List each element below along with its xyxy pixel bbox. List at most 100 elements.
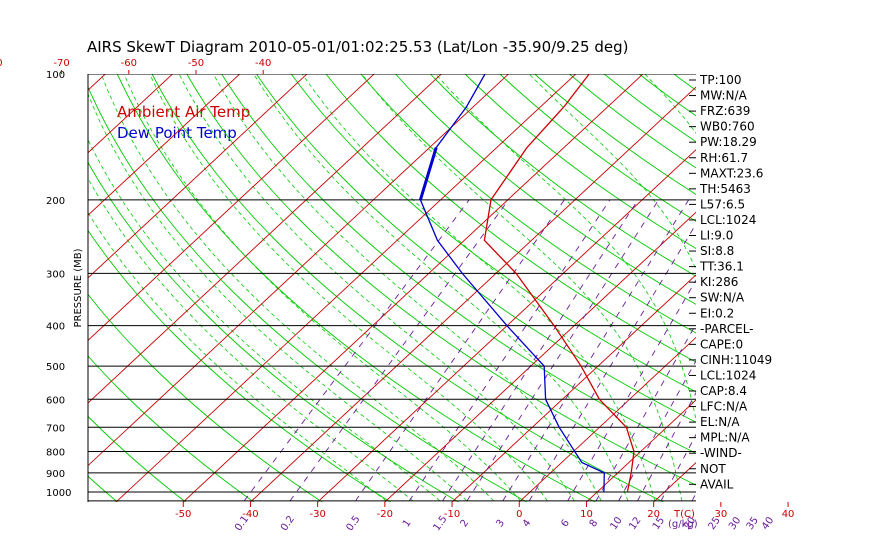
pressure-tick-label: 600 xyxy=(46,395,65,406)
mixing-ratio-tick-label: 2 xyxy=(459,518,472,530)
bottom-temp-tick-label: 40 xyxy=(782,509,795,520)
moist-adiabat xyxy=(178,74,575,502)
dew-point-thick-segment xyxy=(418,147,438,201)
isotherm xyxy=(88,74,375,342)
moist-adiabat xyxy=(88,177,414,502)
dry-adiabat xyxy=(255,74,696,423)
bottom-temp-tick-label: -20 xyxy=(377,509,393,520)
index-label: LI:9.0 xyxy=(700,229,733,243)
index-label: LCL:1024 xyxy=(700,213,756,227)
pressure-tick-label: 800 xyxy=(46,447,65,458)
index-label: CINH:11049 xyxy=(700,353,772,367)
dry-adiabat xyxy=(151,74,664,502)
moist-adiabat xyxy=(100,74,494,502)
index-label: PW:18.29 xyxy=(700,135,757,149)
isotherm xyxy=(585,399,696,502)
top-temp-tick-label: -80 xyxy=(0,58,3,69)
moist-adiabat xyxy=(301,74,656,502)
top-temp-tick-label: -60 xyxy=(121,58,137,69)
index-label: SI:8.8 xyxy=(700,244,734,258)
mixing-ratio-line xyxy=(289,199,509,502)
bottom-temp-tick-label: -50 xyxy=(175,509,191,520)
mixing-ratio-tick-label: 12 xyxy=(627,515,643,532)
index-label: TH:5463 xyxy=(699,182,751,196)
bottom-temp-tick-label: 10 xyxy=(580,509,593,520)
mixing-ratio-tick-label: 0.2 xyxy=(279,514,297,533)
top-temp-tick-label: -40 xyxy=(255,58,271,69)
mixing-ratio-tick-label: 30 xyxy=(727,515,743,532)
dry-adiabat xyxy=(290,74,696,393)
mixing-ratio-tick-label: 35 xyxy=(745,515,761,532)
pressure-tick-label: 200 xyxy=(46,196,65,207)
index-label: LFC:N/A xyxy=(700,400,748,414)
mixing-ratio-tick-label: 4 xyxy=(521,518,534,530)
moist-adiabat xyxy=(149,74,548,502)
isotherm xyxy=(0,70,42,506)
index-label: KI:286 xyxy=(700,275,738,289)
moist-adiabat xyxy=(253,74,629,502)
dry-adiabat xyxy=(360,74,696,334)
isotherm xyxy=(182,74,644,502)
index-label: -PARCEL- xyxy=(700,322,754,336)
dry-adiabat xyxy=(221,74,696,454)
mixing-ratio-line xyxy=(502,199,690,502)
isotherm xyxy=(451,274,696,502)
mixing-ratio-line xyxy=(755,200,870,501)
index-label: TT:36.1 xyxy=(699,260,744,274)
isotherm xyxy=(88,74,308,279)
index-label: -WIND- xyxy=(700,446,742,460)
dry-adiabat xyxy=(186,74,696,486)
dry-adiabat xyxy=(88,161,459,502)
mixing-ratio-tick-label: 40 xyxy=(760,515,776,532)
bottom-temp-tick-label: -10 xyxy=(444,509,460,520)
pressure-tick-label: 400 xyxy=(46,322,65,333)
legend: Ambient Air Temp Dew Point Temp xyxy=(117,103,250,142)
pressure-tick-label: 900 xyxy=(46,469,65,480)
index-label: AVAIL xyxy=(700,477,734,491)
index-label: MAXT:23.6 xyxy=(700,166,763,180)
isotherm xyxy=(518,336,696,502)
isotherm xyxy=(384,211,696,502)
mixing-ratio-line xyxy=(355,199,565,502)
mixing-ratio-tick-label: 0.5 xyxy=(344,514,362,533)
pressure-tick-label: 300 xyxy=(46,269,65,280)
dry-adiabat xyxy=(499,74,696,222)
dry-adiabat xyxy=(533,74,696,195)
dry-adiabat xyxy=(394,74,696,305)
moist-adiabat xyxy=(123,74,521,502)
top-temp-tick-label: -70 xyxy=(53,58,69,69)
pressure-tick-label: 100 xyxy=(46,70,65,81)
dry-adiabat xyxy=(116,74,596,502)
index-label: TP:100 xyxy=(699,73,742,87)
dry-adiabat xyxy=(88,355,255,502)
dry-adiabat xyxy=(88,293,323,502)
ambient-air-temp-line xyxy=(483,74,635,493)
legend-ambient-air-temp: Ambient Air Temp xyxy=(117,103,250,121)
bottom-temp-tick-label: -40 xyxy=(242,509,258,520)
isotherm xyxy=(88,74,241,216)
dry-adiabat xyxy=(772,70,870,502)
index-label: FRZ:639 xyxy=(700,104,750,118)
index-label: NOT xyxy=(700,462,726,476)
pressure-tick-label: 500 xyxy=(46,362,65,373)
moist-adiabat xyxy=(212,74,602,502)
grid xyxy=(0,70,870,506)
index-label: MW:N/A xyxy=(700,89,748,103)
dry-adiabat xyxy=(568,74,696,169)
index-label: SW:N/A xyxy=(700,291,745,305)
dry-adiabat xyxy=(88,415,186,502)
mixing-ratio-line xyxy=(408,199,611,502)
dry-adiabat xyxy=(464,74,696,250)
mixing-ratio-line xyxy=(770,200,870,501)
index-label: EI:0.2 xyxy=(700,306,734,320)
y-axis-label: PRESSURE (MB) xyxy=(73,248,84,327)
mixing-ratio-unit-label: (g/kg) xyxy=(668,519,698,530)
dry-adiabat xyxy=(0,70,49,502)
mixing-ratio-tick-label: 6 xyxy=(559,518,572,530)
isotherm xyxy=(784,70,870,506)
profiles xyxy=(418,74,635,493)
bottom-temp-tick-label: 30 xyxy=(714,509,727,520)
dry-adiabat xyxy=(88,475,118,502)
